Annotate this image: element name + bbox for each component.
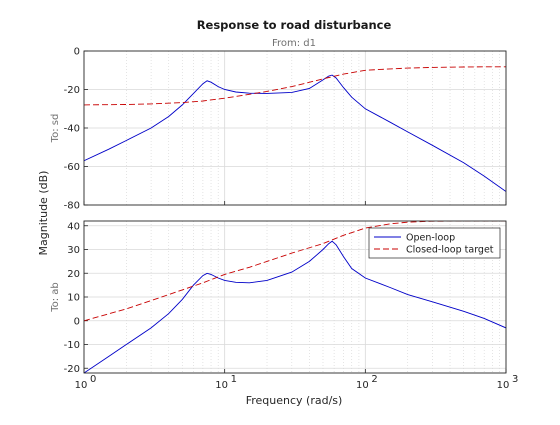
x-tick-label: 10 bbox=[497, 380, 510, 391]
x-tick-exponent: 3 bbox=[512, 374, 518, 385]
y-axis-label: Magnitude (dB) bbox=[37, 171, 50, 256]
y-tick-label: 20 bbox=[67, 269, 80, 280]
y-tick-label: -10 bbox=[64, 340, 80, 351]
y-tick-label: -80 bbox=[64, 201, 80, 212]
x-tick-exponent: 2 bbox=[371, 374, 377, 385]
x-tick-exponent: 1 bbox=[231, 374, 237, 385]
y-tick-label: 0 bbox=[74, 316, 80, 327]
legend-label: Closed-loop target bbox=[406, 245, 494, 256]
open-loop-line-0 bbox=[84, 74, 506, 192]
axes-box bbox=[83, 50, 507, 206]
legend-label: Open-loop bbox=[406, 233, 455, 244]
y-tick-label: 0 bbox=[74, 47, 80, 58]
y-tick-label: -40 bbox=[64, 124, 80, 135]
x-tick-label: 10 bbox=[215, 380, 228, 391]
y-tick-label: -20 bbox=[64, 85, 80, 96]
y-tick-label: 10 bbox=[67, 293, 80, 304]
panel-to-sd: -80 -60 -40 -20 0 To: sd bbox=[50, 47, 507, 212]
figure-title: Response to road disturbance bbox=[197, 18, 392, 32]
axes-box bbox=[83, 220, 507, 374]
figure-subtitle: From: d1 bbox=[272, 38, 316, 49]
y-tick-label: 30 bbox=[67, 245, 80, 256]
x-tick-exponent: 0 bbox=[90, 374, 96, 385]
open-loop-line-1 bbox=[84, 240, 506, 373]
closed-loop-target-line-0 bbox=[84, 66, 506, 106]
x-axis-label: Frequency (rad/s) bbox=[246, 394, 343, 407]
y-tick-label: -20 bbox=[64, 364, 80, 375]
panel-output-label: To: ab bbox=[50, 282, 61, 313]
x-tick-label: 10 bbox=[356, 380, 369, 391]
panel-output-label: To: sd bbox=[50, 114, 61, 144]
legend-box bbox=[368, 227, 501, 259]
y-tick-label: 40 bbox=[67, 221, 80, 232]
x-tick-label: 10 bbox=[75, 380, 88, 391]
y-tick-label: -60 bbox=[64, 162, 80, 173]
